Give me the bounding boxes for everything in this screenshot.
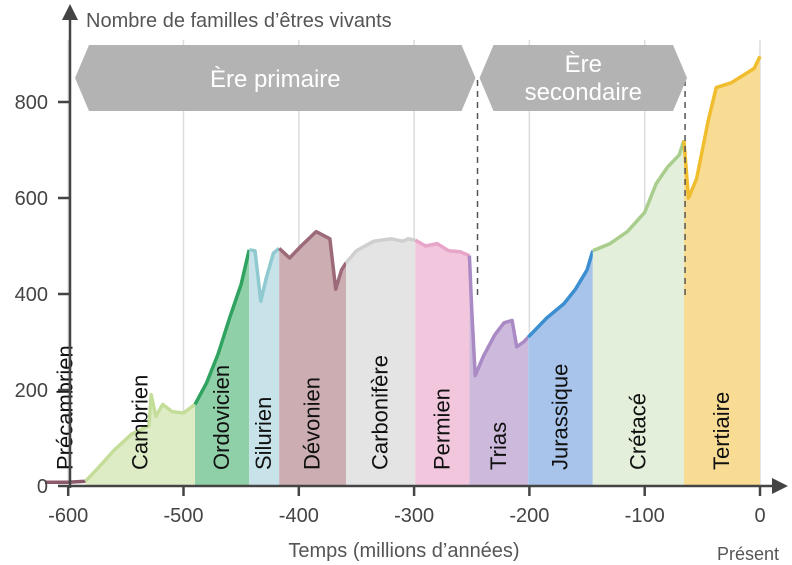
y-tick-label: 200 xyxy=(15,380,48,402)
x-tick-label: -400 xyxy=(279,505,319,527)
period-area-ordovicien xyxy=(195,249,250,486)
period-line-permien xyxy=(414,238,471,258)
present-label: Présent xyxy=(717,544,779,564)
period-labels: Précambrien Cambrien Ordovicien Silurien Dév… xyxy=(52,345,734,470)
y-tick-label: 400 xyxy=(15,284,48,306)
y-tick-label: 800 xyxy=(15,92,48,114)
x-tick-label: -200 xyxy=(509,505,549,527)
y-axis-arrow xyxy=(62,4,78,20)
period-area-trias xyxy=(469,255,529,486)
period-label-silurien: Silurien xyxy=(251,397,276,470)
period-label-ordovicien: Ordovicien xyxy=(209,365,234,470)
period-line-ordovicien xyxy=(193,249,251,406)
period-area-tertiaire xyxy=(683,56,760,487)
x-axis-title: Temps (millions d’années) xyxy=(288,540,519,562)
x-tick-label: -300 xyxy=(394,505,434,527)
period-label-jurassique: Jurassique xyxy=(548,364,573,470)
y-tick-label: 600 xyxy=(15,188,48,210)
period-area-carbonifere xyxy=(346,238,416,486)
period-area-permien xyxy=(415,240,470,486)
period-label-permien: Permien xyxy=(429,388,454,470)
period-line-cretace xyxy=(592,139,686,253)
period-area-silurien xyxy=(249,248,280,486)
era-band-primaire xyxy=(75,45,476,111)
x-tick-label: 0 xyxy=(754,505,765,527)
x-axis-arrow xyxy=(772,478,788,494)
era-label: Ère xyxy=(565,51,602,78)
plot-area xyxy=(45,55,762,487)
era-band-secondaire xyxy=(479,45,688,111)
y-tick-label: 0 xyxy=(37,476,48,498)
x-tick-label: -600 xyxy=(48,505,88,527)
period-line-jurassique xyxy=(526,250,595,339)
period-label-trias: Trias xyxy=(486,422,511,470)
x-tick-label: -500 xyxy=(163,505,203,527)
period-line-trias xyxy=(467,255,530,378)
ticks: -600 -500 -400 -300 -200 -100 0 0 200 400 600 800 xyxy=(15,92,766,527)
period-area-jurassique xyxy=(528,250,593,486)
period-line-tertiaire xyxy=(682,55,762,200)
axes: Nombre de familles d’êtres vivants Temps… xyxy=(62,4,788,564)
era-label: Ère primaire xyxy=(210,66,341,93)
period-area-devonien xyxy=(279,231,347,486)
y-axis-title: Nombre de familles d’êtres vivants xyxy=(86,10,392,32)
period-line-silurien xyxy=(248,247,281,303)
period-label-tertiaire: Tertiaire xyxy=(709,392,734,470)
period-label-carbonifere: Carbonifère xyxy=(368,355,393,470)
x-tick-label: -100 xyxy=(625,505,665,527)
period-label-devonien: Dévonien xyxy=(300,377,325,470)
period-label-cretace: Crétacé xyxy=(625,393,650,470)
period-label-precambrien: Précambrien xyxy=(52,345,77,470)
period-line-devonien xyxy=(278,229,348,291)
period-line-carbonifere xyxy=(344,237,416,264)
era-label: secondaire xyxy=(525,79,642,106)
period-area-cambrien xyxy=(85,394,195,486)
period-area-cretace xyxy=(592,140,684,486)
period-line-precambrien xyxy=(45,479,86,484)
period-line-cambrien xyxy=(84,393,197,483)
period-label-cambrien: Cambrien xyxy=(127,375,152,470)
